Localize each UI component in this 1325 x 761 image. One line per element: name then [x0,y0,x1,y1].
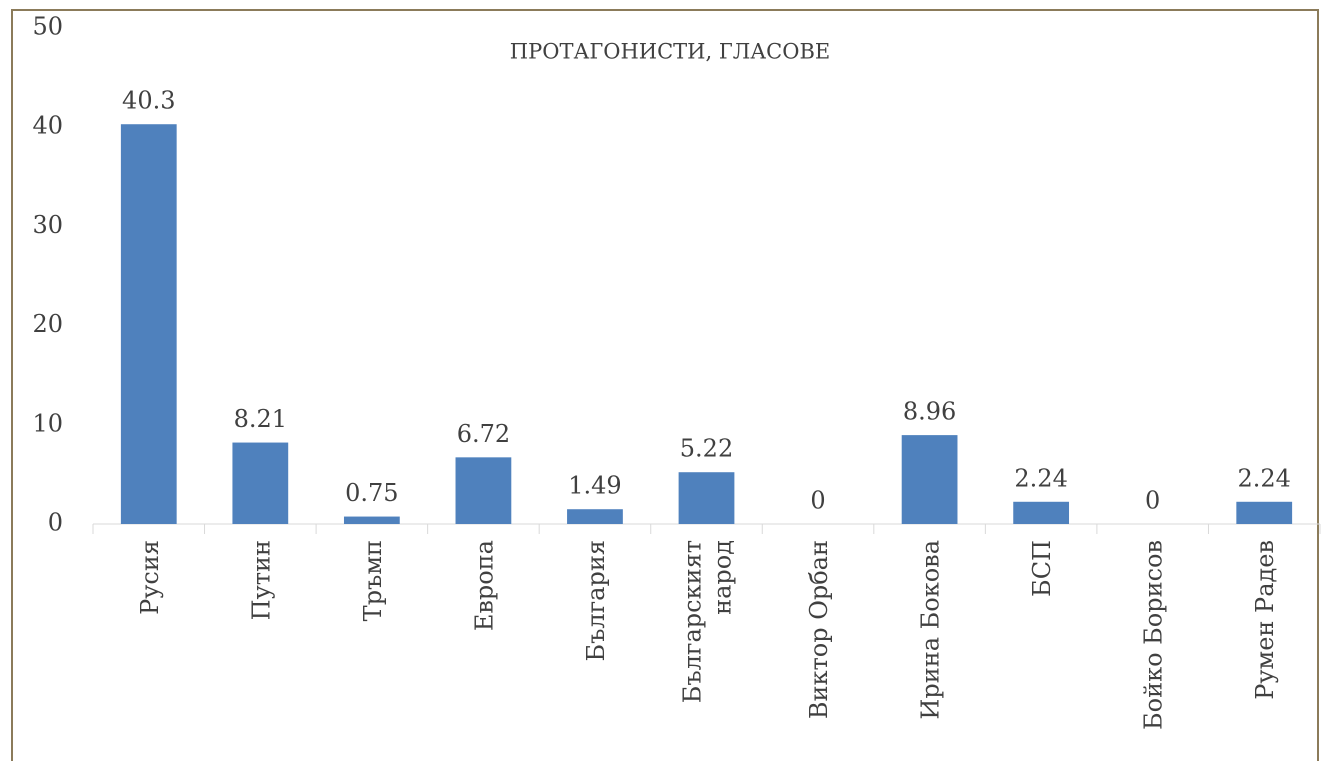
x-tick-label: Путин [247,540,275,620]
data-label: 0.75 [345,479,398,507]
bar [1013,501,1070,524]
x-tick-label: Тръмп [359,540,387,621]
data-label: 8.96 [903,398,956,426]
y-tick-label: 50 [32,13,63,41]
x-tick-label: Бойко Борисов [1140,540,1168,730]
x-tick-label: Виктор Орбан [805,540,833,719]
x-tick-label: Румен Радев [1251,540,1279,700]
bar [232,442,289,524]
data-label: 6.72 [457,420,510,448]
data-label: 1.49 [568,472,621,500]
bar [343,516,400,524]
bar [901,435,958,524]
data-label: 0 [810,487,825,515]
data-label: 2.24 [1238,464,1291,492]
x-tick-label: България [582,540,610,662]
bar [120,124,177,524]
y-tick-label: 20 [32,310,63,338]
data-label: 0 [1145,487,1160,515]
x-tick-label: БСП [1028,540,1056,597]
bar [1236,501,1293,524]
y-tick-label: 10 [32,409,63,437]
y-tick-label: 30 [32,211,63,239]
bar [678,472,735,524]
chart-title: ПРОТАГОНИСТИ, ГЛАСОВЕ [510,40,830,64]
data-label: 8.21 [234,405,287,433]
bar [567,509,623,524]
y-tick-label: 0 [48,509,63,537]
data-label: 5.22 [680,435,733,463]
x-tick-label: Европа [470,540,498,631]
bar [455,457,512,524]
x-tick-label: Ирина Бокова [917,540,945,720]
x-tick-label: Българскиятнарод [679,540,737,703]
frame [11,9,1319,761]
x-tick-label: Русия [136,540,164,615]
data-label: 2.24 [1014,464,1067,492]
data-label: 40.3 [122,87,175,115]
y-tick-label: 40 [32,112,63,140]
